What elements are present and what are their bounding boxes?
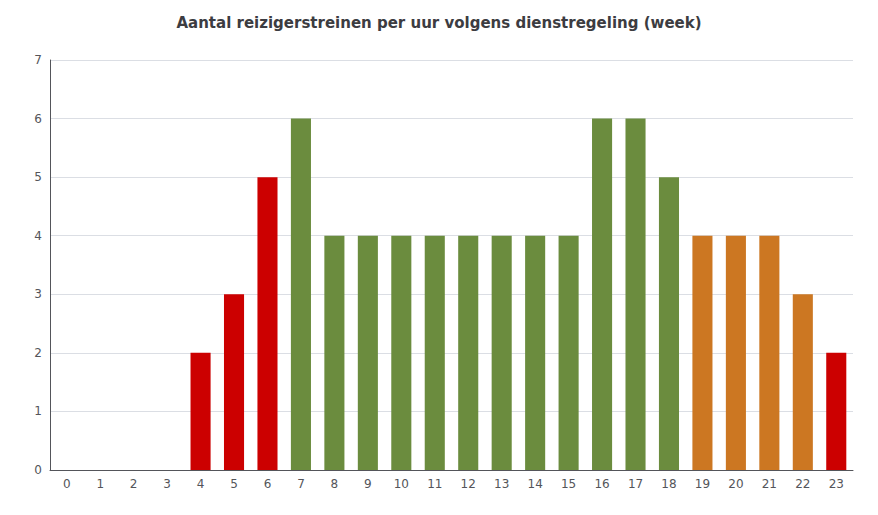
svg-text:23: 23 (829, 477, 844, 491)
svg-text:20: 20 (728, 477, 743, 491)
svg-text:18: 18 (661, 477, 676, 491)
svg-text:19: 19 (695, 477, 710, 491)
svg-text:3: 3 (34, 287, 42, 301)
svg-text:12: 12 (461, 477, 476, 491)
svg-text:14: 14 (528, 477, 543, 491)
svg-text:2: 2 (130, 477, 138, 491)
svg-text:7: 7 (297, 477, 305, 491)
svg-text:21: 21 (762, 477, 777, 491)
svg-text:4: 4 (34, 229, 42, 243)
svg-text:17: 17 (628, 477, 643, 491)
svg-text:3: 3 (163, 477, 171, 491)
svg-text:1: 1 (96, 477, 104, 491)
svg-text:0: 0 (34, 463, 42, 477)
svg-text:7: 7 (34, 53, 42, 67)
svg-text:5: 5 (230, 477, 238, 491)
svg-text:6: 6 (264, 477, 272, 491)
svg-text:0: 0 (63, 477, 71, 491)
svg-text:10: 10 (394, 477, 409, 491)
svg-text:8: 8 (331, 477, 339, 491)
svg-text:1: 1 (34, 404, 42, 418)
svg-text:11: 11 (427, 477, 442, 491)
svg-text:4: 4 (197, 477, 205, 491)
svg-text:6: 6 (34, 112, 42, 126)
svg-text:2: 2 (34, 346, 42, 360)
svg-text:15: 15 (561, 477, 576, 491)
svg-text:Aantal reizigerstreinen per uu: Aantal reizigerstreinen per uur volgens … (176, 14, 701, 32)
svg-text:16: 16 (594, 477, 609, 491)
svg-text:5: 5 (34, 170, 42, 184)
svg-text:22: 22 (795, 477, 810, 491)
svg-text:13: 13 (494, 477, 509, 491)
svg-text:9: 9 (364, 477, 372, 491)
